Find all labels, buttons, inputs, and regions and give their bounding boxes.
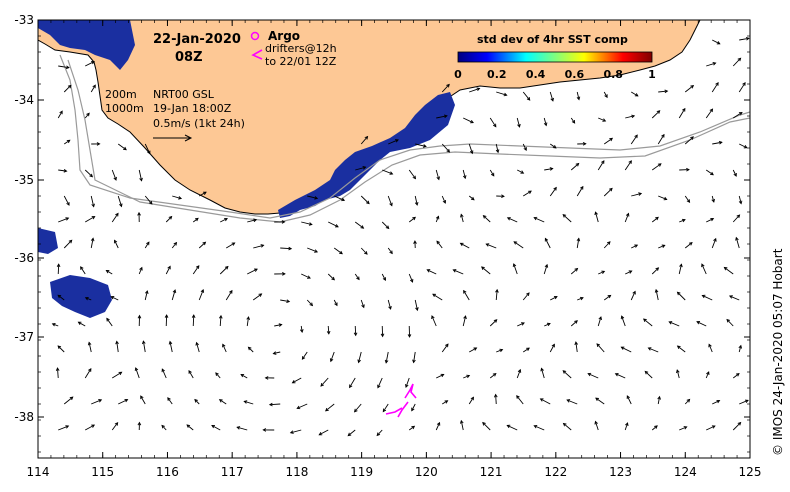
map-time: 08Z (175, 50, 203, 65)
y-tick-label: -35 (14, 173, 34, 187)
isobaths (59, 54, 750, 223)
drifter-tracks (385, 383, 417, 418)
product-label: NRT00 GSL (153, 88, 215, 101)
colorbar-tick-label: 1 (648, 68, 656, 81)
map-date: 22-Jan-2020 (153, 32, 241, 47)
analysis-time-label: 19-Jan 18:00Z (153, 102, 232, 115)
colorbar-title: std dev of 4hr SST comp (477, 33, 628, 46)
y-tick-label: -37 (14, 330, 34, 344)
x-tick-label: 117 (221, 465, 244, 479)
x-tick-label: 124 (674, 465, 697, 479)
drifter-marker-icon (251, 49, 263, 60)
x-tick-label: 114 (27, 465, 50, 479)
colorbar-tick-label: 0.6 (565, 68, 585, 81)
y-axis: -33 -34 -35 -36 -37 -38 (14, 13, 750, 453)
colorbar-tick-label: 0.8 (603, 68, 623, 81)
legend-drifters-time: to 22/01 12Z (265, 55, 337, 68)
x-tick-label: 115 (91, 465, 114, 479)
x-tick-label: 116 (156, 465, 179, 479)
x-tick-label: 121 (480, 465, 503, 479)
depth-200-label: 200m (105, 88, 137, 101)
credit-text: © IMOS 24-Jan-2020 05:07 Hobart (771, 248, 785, 456)
colorbar (457, 51, 653, 63)
depth-1000-label: 1000m (105, 102, 144, 115)
legend-drifters: drifters@12h (265, 42, 337, 55)
y-tick-label: -36 (14, 251, 34, 265)
y-tick-label: -33 (14, 13, 34, 27)
legend-argo: Argo (268, 29, 300, 43)
x-tick-label: 125 (739, 465, 762, 479)
colorbar-tick-label: 0 (454, 68, 462, 81)
plot-frame (37, 19, 751, 459)
colorbar-tick-label: 0.2 (487, 68, 507, 81)
x-tick-label: 118 (285, 465, 308, 479)
colorbar-ticks: 0 0.2 0.4 0.6 0.8 1 (454, 68, 656, 81)
x-tick-label: 120 (415, 465, 438, 479)
scale-label: 0.5m/s (1kt 24h) (153, 117, 245, 130)
y-tick-label: -38 (14, 410, 34, 424)
x-tick-label: 123 (609, 465, 632, 479)
x-axis: 114 115 116 117 118 119 120 121 122 123 124 125 (27, 20, 762, 479)
current-vectors (51, 36, 750, 437)
y-tick-label: -34 (14, 93, 34, 107)
x-tick-label: 122 (544, 465, 567, 479)
colorbar-tick-label: 0.4 (526, 68, 546, 81)
x-tick-label: 119 (350, 465, 373, 479)
sst-patches (38, 20, 455, 318)
argo-marker-icon (250, 31, 260, 41)
